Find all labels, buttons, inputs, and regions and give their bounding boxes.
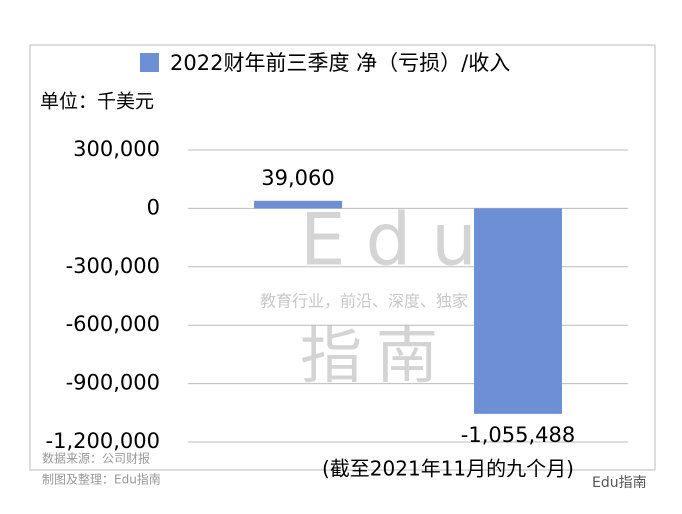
unit-label: 单位：千美元	[40, 91, 154, 113]
watermark: 教育行业，前沿、深度、独家	[260, 292, 468, 311]
watermark: 指南	[300, 319, 452, 392]
brand: Edu指南	[592, 475, 647, 491]
value-label: -1,055,488	[461, 423, 575, 447]
watermark: Edu	[300, 198, 497, 282]
y-tick-label: 300,000	[73, 137, 160, 161]
y-tick-label: -300,000	[66, 254, 160, 278]
credit: 制图及整理：Edu指南	[42, 472, 161, 487]
note: (截至2021年11月的九个月)	[322, 457, 574, 481]
y-tick-label: 0	[147, 195, 160, 219]
y-tick-label: -1,200,000	[46, 429, 160, 453]
source: 数据来源：公司财报	[42, 451, 150, 466]
bar	[254, 200, 342, 209]
y-tick-label: -600,000	[66, 312, 160, 336]
bar	[474, 208, 562, 414]
y-tick-label: -900,000	[66, 371, 160, 395]
legend-label: 2022财年前三季度 净（亏损）/收入	[170, 51, 510, 75]
legend-swatch	[140, 53, 159, 72]
value-label: 39,060	[261, 166, 334, 190]
